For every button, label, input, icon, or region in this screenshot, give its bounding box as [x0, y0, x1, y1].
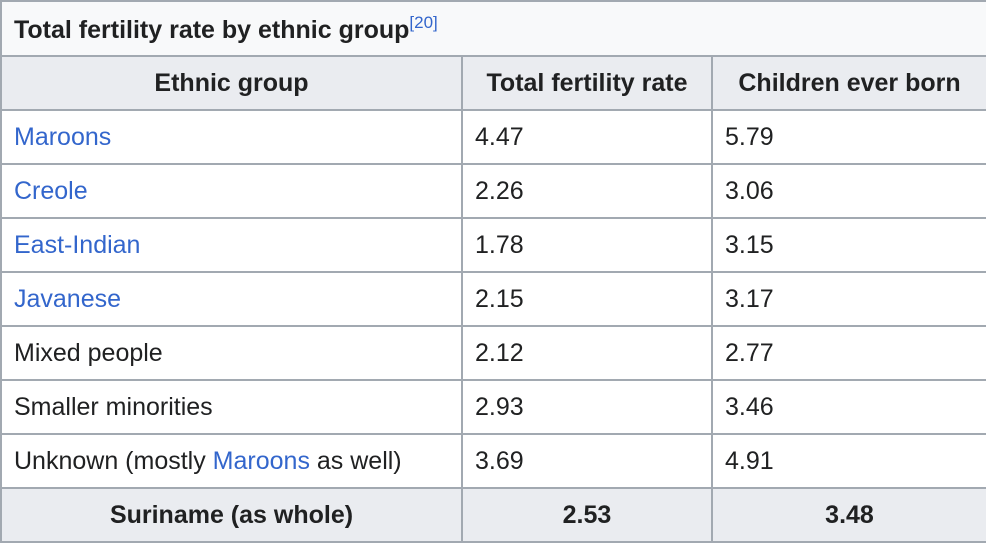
group-link-maroons[interactable]: Maroons	[14, 122, 112, 151]
ceb-cell: 2.77	[710, 325, 986, 381]
group-link-creole[interactable]: Creole	[14, 176, 88, 205]
header-row: Ethnic group Total fertility rate Childr…	[0, 55, 986, 111]
group-suffix: as well)	[309, 446, 402, 475]
table-row: Unknown (mostly Maroons as well) 3.69 4.…	[0, 433, 986, 489]
ceb-cell: 3.15	[710, 217, 986, 273]
group-cell: Javanese	[0, 271, 463, 327]
group-cell: Creole	[0, 163, 463, 219]
tfr-cell: 4.47	[461, 109, 713, 165]
reference-link[interactable]: [20]	[409, 12, 438, 32]
group-link-east-indian[interactable]: East-Indian	[14, 230, 141, 259]
table-row: Maroons 4.47 5.79	[0, 109, 986, 165]
header-children-ever-born: Children ever born	[710, 55, 986, 111]
ceb-cell: 4.91	[710, 433, 986, 489]
group-link-javanese[interactable]: Javanese	[14, 284, 122, 313]
table-title: Total fertility rate by ethnic group	[14, 15, 410, 44]
table-caption-row: Total fertility rate by ethnic group[20]	[0, 0, 986, 57]
tfr-cell: 2.12	[461, 325, 713, 381]
tfr-cell: 3.69	[461, 433, 713, 489]
group-cell: East-Indian	[0, 217, 463, 273]
table-row: Creole 2.26 3.06	[0, 163, 986, 219]
ceb-cell: 3.46	[710, 379, 986, 435]
group-cell: Unknown (mostly Maroons as well)	[0, 433, 463, 489]
tfr-cell: 2.93	[461, 379, 713, 435]
total-row: Suriname (as whole) 2.53 3.48	[0, 487, 986, 543]
total-group-cell: Suriname (as whole)	[0, 487, 463, 543]
total-tfr-cell: 2.53	[461, 487, 713, 543]
header-ethnic-group: Ethnic group	[0, 55, 463, 111]
table-row: Smaller minorities 2.93 3.46	[0, 379, 986, 435]
ceb-cell: 3.17	[710, 271, 986, 327]
table-row: Mixed people 2.12 2.77	[0, 325, 986, 381]
total-ceb-cell: 3.48	[710, 487, 986, 543]
tfr-cell: 2.26	[461, 163, 713, 219]
group-cell: Mixed people	[0, 325, 463, 381]
tfr-cell: 2.15	[461, 271, 713, 327]
table-row: Javanese 2.15 3.17	[0, 271, 986, 327]
group-cell: Smaller minorities	[0, 379, 463, 435]
table-row: East-Indian 1.78 3.15	[0, 217, 986, 273]
table-caption: Total fertility rate by ethnic group[20]	[0, 0, 986, 57]
tfr-cell: 1.78	[461, 217, 713, 273]
group-cell: Maroons	[0, 109, 463, 165]
ceb-cell: 3.06	[710, 163, 986, 219]
group-link-maroons[interactable]: Maroons	[212, 446, 310, 475]
group-prefix: Unknown (mostly	[14, 446, 213, 475]
ceb-cell: 5.79	[710, 109, 986, 165]
header-total-fertility-rate: Total fertility rate	[461, 55, 713, 111]
